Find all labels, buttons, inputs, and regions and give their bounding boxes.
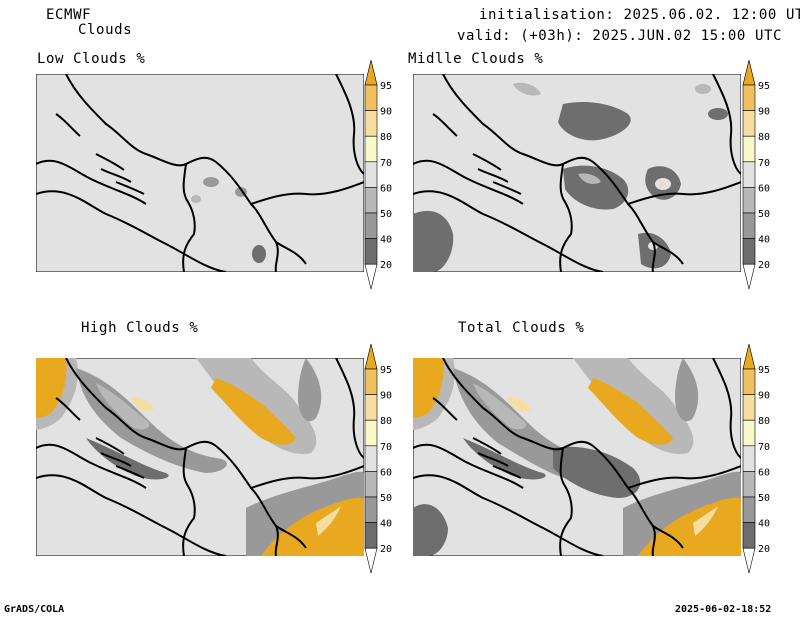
- colorbar-top-triangle: [364, 59, 378, 86]
- colorbar-top-triangle: [364, 343, 378, 370]
- colorbar-cell: [364, 445, 378, 472]
- map-high-clouds: [36, 358, 364, 556]
- product-label: Clouds: [78, 22, 133, 38]
- colorbar-tick-label: 40: [380, 235, 392, 246]
- colorbar-tick-label: 60: [380, 183, 392, 194]
- colorbar-cell: [742, 84, 756, 111]
- colorbar-tick-label: 90: [380, 107, 392, 118]
- colorbar-cell: [742, 496, 756, 523]
- panel-title-total-clouds: Total Clouds %: [458, 320, 585, 336]
- colorbar-tick-label: 95: [380, 365, 392, 376]
- map-low-clouds: [36, 74, 364, 272]
- colorbar-cell: [364, 496, 378, 523]
- colorbar-tick-label: 50: [380, 209, 392, 220]
- colorbar-tick-label: 95: [380, 81, 392, 92]
- colorbar-cell: [364, 394, 378, 421]
- panel-title-middle-clouds: Midlle Clouds %: [408, 51, 544, 67]
- panel-title-high-clouds: High Clouds %: [81, 320, 199, 336]
- colorbar-bottom-triangle: [364, 263, 378, 290]
- colorbar-tick-label: 60: [758, 183, 770, 194]
- colorbar-cell: [364, 84, 378, 111]
- colorbar-tick-label: 50: [758, 209, 770, 220]
- colorbar-bottom-triangle: [742, 547, 756, 574]
- model-label: ECMWF: [46, 7, 92, 23]
- colorbar-tick-label: 80: [380, 132, 392, 143]
- colorbar-tick-label: 70: [758, 158, 770, 169]
- colorbar-cell: [364, 238, 378, 265]
- colorbar-tick-label: 95: [758, 365, 770, 376]
- colorbar-tick-label: 40: [380, 519, 392, 530]
- colorbar-top-triangle: [742, 59, 756, 86]
- colorbar-tick-label: 20: [758, 260, 770, 271]
- colorbar-cell: [364, 110, 378, 137]
- colorbar-low-clouds: 95 90 80 70 60 50 40 20: [364, 59, 392, 290]
- colorbar-tick-label: 80: [758, 132, 770, 143]
- colorbar-tick-label: 80: [380, 416, 392, 427]
- colorbar-cell: [364, 212, 378, 239]
- colorbar-cell: [364, 135, 378, 163]
- colorbar-bottom-triangle: [742, 263, 756, 290]
- footer-timestamp-label: 2025-06-02-18:52: [675, 604, 772, 615]
- colorbar-tick-label: 90: [758, 391, 770, 402]
- colorbar-total-clouds: 95 90 80 70 60 50 40 20: [742, 343, 770, 574]
- cloud-patch: [191, 195, 201, 203]
- valid-time-label: valid: (+03h): 2025.JUN.02 15:00 UTC: [457, 28, 783, 44]
- colorbar-tick-label: 40: [758, 519, 770, 530]
- colorbar-tick-label: 90: [380, 391, 392, 402]
- colorbar-high-clouds: 95 90 80 70 60 50 40 20: [364, 343, 392, 574]
- colorbar-tick-label: 60: [758, 467, 770, 478]
- colorbar-cell: [742, 394, 756, 421]
- colorbar-cell: [742, 110, 756, 137]
- colorbar-cell: [364, 161, 378, 188]
- colorbar-tick-label: 80: [758, 416, 770, 427]
- colorbar-tick-label: 70: [758, 442, 770, 453]
- colorbar-cell: [364, 522, 378, 549]
- colorbar-tick-label: 20: [758, 544, 770, 555]
- colorbar-tick-label: 20: [380, 260, 392, 271]
- colorbar-cell: [742, 187, 756, 214]
- colorbar-cell: [742, 522, 756, 549]
- colorbar-cell: [742, 161, 756, 188]
- initialisation-label: initialisation: 2025.06.02. 12:00 UTC: [479, 7, 800, 23]
- colorbar-tick-label: 40: [758, 235, 770, 246]
- colorbar-cell: [742, 445, 756, 472]
- cloud-patch: [252, 245, 266, 263]
- colorbar-cell: [364, 471, 378, 498]
- colorbar-tick-label: 60: [380, 467, 392, 478]
- colorbar-cell: [742, 212, 756, 239]
- colorbar-cell: [742, 135, 756, 163]
- colorbar-cell: [742, 419, 756, 447]
- colorbar-cell: [742, 368, 756, 395]
- colorbar-tick-label: 95: [758, 81, 770, 92]
- colorbar-middle-clouds: 95 90 80 70 60 50 40 20: [742, 59, 770, 290]
- colorbar-cell: [742, 238, 756, 265]
- colorbar-top-triangle: [742, 343, 756, 370]
- colorbar-tick-label: 50: [758, 493, 770, 504]
- panel-title-low-clouds: Low Clouds %: [37, 51, 146, 67]
- colorbar-tick-label: 70: [380, 442, 392, 453]
- colorbar-cell: [364, 368, 378, 395]
- colorbar-cell: [364, 187, 378, 214]
- cloud-patch: [203, 177, 219, 187]
- colorbar-bottom-triangle: [364, 547, 378, 574]
- map-middle-clouds: [413, 74, 741, 272]
- footer-software-label: GrADS/COLA: [4, 604, 65, 615]
- colorbar-cell: [364, 419, 378, 447]
- colorbar-tick-label: 90: [758, 107, 770, 118]
- colorbar-tick-label: 50: [380, 493, 392, 504]
- colorbar-tick-label: 70: [380, 158, 392, 169]
- colorbar-cell: [742, 471, 756, 498]
- map-total-clouds: [413, 358, 741, 556]
- colorbar-tick-label: 20: [380, 544, 392, 555]
